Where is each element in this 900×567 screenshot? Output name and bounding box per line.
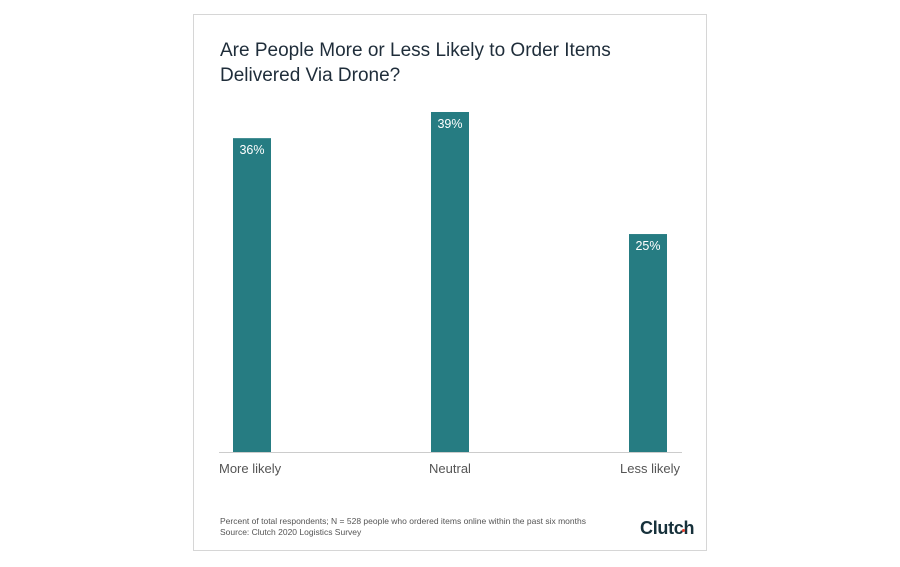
chart-title: Are People More or Less Likely to Order … (220, 40, 611, 86)
bar-1 (431, 112, 469, 452)
category-label: More likely (219, 461, 282, 476)
data-label: 36% (239, 143, 264, 157)
footnote-source: Source: Clutch 2020 Logistics Survey (220, 527, 362, 537)
data-label: 39% (437, 117, 462, 131)
bar-2 (629, 234, 667, 452)
footnote: Percent of total respondents; N = 528 pe… (220, 516, 586, 538)
category-label: Less likely (620, 461, 680, 476)
data-label: 25% (635, 239, 660, 253)
bar-0 (233, 138, 271, 452)
chart-card (193, 14, 707, 551)
clutch-logo: Clutch (640, 518, 695, 538)
footnote-note: Percent of total respondents; N = 528 pe… (220, 516, 586, 526)
category-label: Neutral (429, 461, 471, 476)
